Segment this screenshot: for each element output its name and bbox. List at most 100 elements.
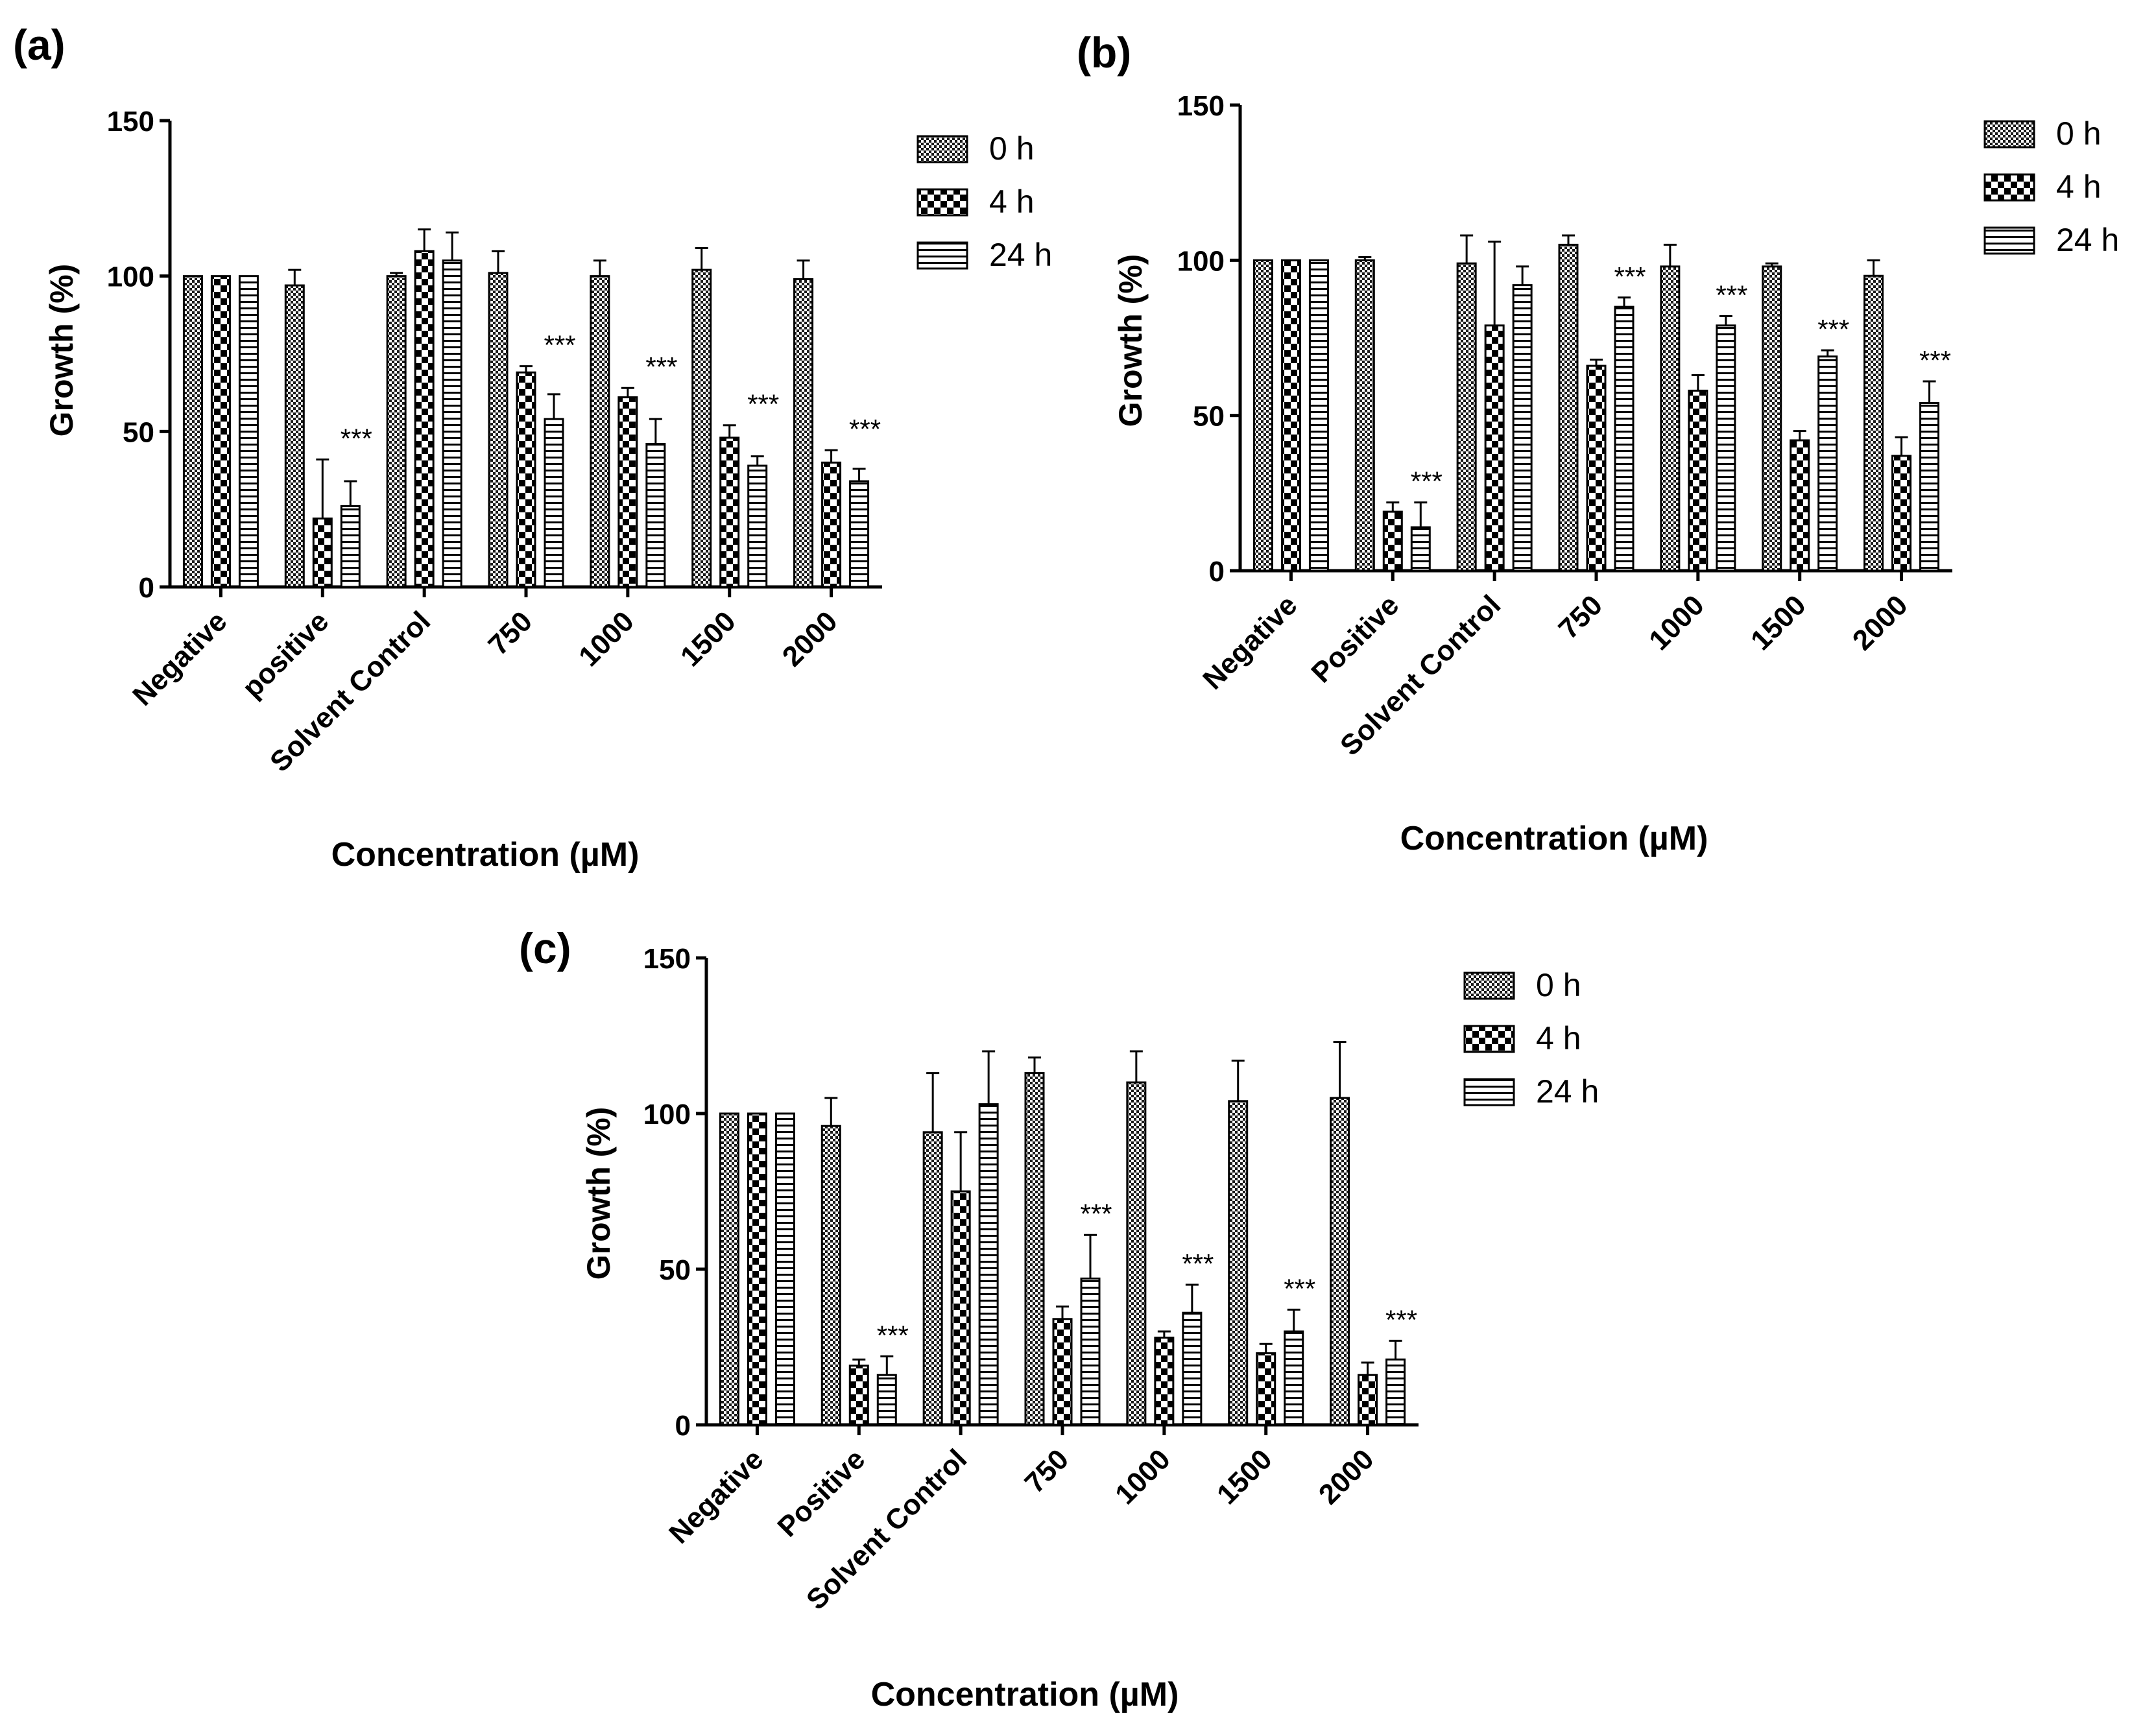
significance-marker: *** (341, 423, 372, 453)
x-tick-label: Positive (771, 1443, 871, 1543)
bar (719, 436, 740, 588)
y-tick-label: 50 (123, 416, 154, 448)
bar (516, 371, 536, 588)
bar (1385, 1358, 1406, 1426)
legend-label: 0 h (989, 130, 1035, 167)
bar (544, 418, 564, 588)
significance-marker: *** (1385, 1304, 1417, 1335)
panel-label: (a) (13, 21, 66, 69)
bar (1484, 324, 1505, 572)
x-tick-label: 2000 (776, 605, 844, 673)
legend-swatch (916, 241, 968, 270)
bar (821, 461, 842, 588)
y-tick-label: 100 (1177, 245, 1225, 277)
bar (1660, 265, 1681, 572)
panel-label: (c) (519, 924, 571, 972)
x-tick-label: 1000 (1109, 1443, 1177, 1510)
bar (1817, 355, 1838, 572)
bar (1080, 1277, 1101, 1426)
bar (719, 1112, 739, 1426)
x-tick-label: Negative (663, 1443, 769, 1549)
bar (1308, 259, 1329, 572)
x-axis-label: Concentration (µM) (1400, 820, 1708, 857)
significance-marker: *** (645, 352, 677, 382)
bar (1410, 526, 1431, 572)
significance-marker: *** (544, 330, 575, 361)
bar (1256, 1352, 1276, 1426)
bar (793, 278, 814, 588)
bar (238, 275, 259, 588)
bar (691, 268, 712, 588)
y-tick-label: 50 (659, 1254, 691, 1286)
x-tick-label: 750 (1019, 1443, 1075, 1499)
bar (1280, 259, 1301, 572)
bar (978, 1103, 999, 1426)
x-tick-label: Negative (126, 605, 233, 711)
legend-swatch (1463, 1025, 1515, 1053)
bar (1182, 1311, 1203, 1426)
bar (1688, 389, 1708, 572)
y-tick-label: 50 (1193, 401, 1225, 433)
bar (645, 443, 666, 588)
legend-swatch (916, 135, 968, 163)
bar (1154, 1337, 1175, 1426)
bar (1863, 274, 1884, 572)
x-axis-label: Concentration (µM) (871, 1676, 1179, 1713)
bar (442, 259, 462, 588)
y-tick-label: 0 (1209, 556, 1225, 588)
panel-label: (b) (1077, 29, 1131, 77)
bar (1126, 1081, 1147, 1426)
bar (284, 284, 305, 588)
x-tick-label: 1500 (1745, 589, 1812, 656)
bar (312, 518, 333, 588)
panel-a: (a) Growth (%) Concentration (µM) 0 50 100… (13, 21, 1052, 874)
x-tick-label: 1500 (675, 605, 742, 673)
x-tick-label: 1000 (573, 605, 640, 673)
bar (774, 1112, 795, 1426)
bar (1382, 510, 1403, 572)
legend-label: 0 h (2056, 115, 2102, 152)
legend: 0 h 4 h 24 h (1983, 115, 2119, 258)
x-tick-label: 750 (483, 605, 539, 662)
legend-label: 24 h (989, 237, 1052, 273)
bar (1252, 259, 1273, 572)
bar (1512, 284, 1533, 572)
x-tick-label: Positive (1305, 589, 1405, 689)
bar (848, 1365, 869, 1426)
panel-c: (c) Growth (%) Concentration (µM) 0 50 100… (519, 924, 1599, 1713)
y-tick-label: 150 (643, 943, 691, 975)
bar (617, 396, 638, 588)
bar (1614, 305, 1635, 572)
legend: 0 h 4 h 24 h (1463, 967, 1599, 1110)
bar (1330, 1097, 1350, 1426)
bar (1716, 324, 1736, 572)
significance-marker: *** (1817, 314, 1849, 344)
significance-marker: *** (1614, 261, 1646, 292)
bar (488, 272, 509, 588)
bar (1891, 455, 1912, 572)
legend-label: 4 h (1536, 1020, 1581, 1056)
y-tick-label: 150 (1177, 90, 1225, 122)
y-axis-label: Growth (%) (1112, 254, 1149, 427)
significance-marker: *** (849, 414, 881, 444)
legend-label: 4 h (2056, 169, 2102, 205)
x-tick-label: 2000 (1313, 1443, 1380, 1510)
x-tick-label: positive (236, 605, 335, 704)
x-tick-label: 2000 (1847, 589, 1914, 656)
bar (747, 1112, 767, 1426)
significance-marker: *** (1919, 345, 1951, 376)
bar (1762, 265, 1782, 572)
legend-swatch (1983, 120, 2035, 149)
bar (414, 250, 435, 588)
legend-swatch (1983, 173, 2035, 202)
legend-swatch (916, 188, 968, 217)
bar (1052, 1318, 1073, 1426)
legend-swatch (1463, 1078, 1515, 1106)
legend-label: 4 h (989, 184, 1035, 220)
bar (182, 275, 203, 588)
x-tick-label: Negative (1197, 589, 1303, 695)
x-tick-label: 1500 (1211, 1443, 1278, 1510)
y-tick-label: 150 (107, 106, 154, 137)
